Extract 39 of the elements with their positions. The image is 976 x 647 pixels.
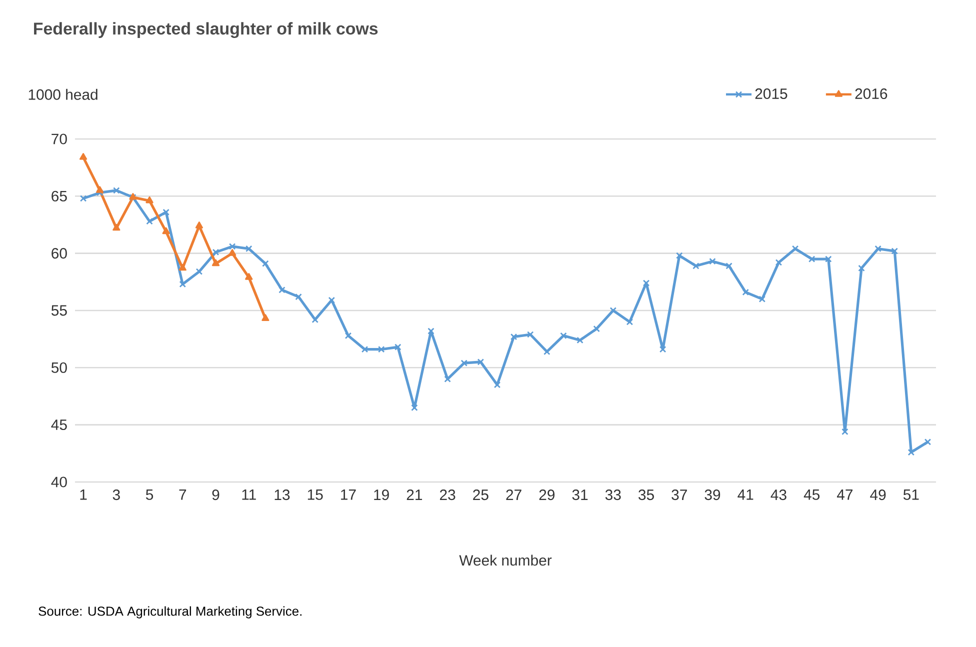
x-tick-label: 39 xyxy=(704,490,720,500)
x-tick-label: 49 xyxy=(870,490,886,500)
y-tick-label: 55 xyxy=(51,305,67,316)
y-tick-label: 65 xyxy=(52,190,67,202)
x-tick-label: 31 xyxy=(572,490,588,500)
x-axis-title: Week number xyxy=(459,554,552,566)
x-tick-label: 33 xyxy=(605,490,621,500)
x-tick-label: 51 xyxy=(903,490,919,500)
x-tick-label: 41 xyxy=(738,490,754,500)
x-tick-label: 43 xyxy=(770,490,786,500)
x-tick-label: 13 xyxy=(274,490,290,500)
y-tick-label: 40 xyxy=(51,476,67,488)
y-tick-label: 60 xyxy=(52,248,67,259)
x-tick-label: 25 xyxy=(473,490,488,500)
x-tick-label: 17 xyxy=(341,490,356,500)
x-tick-label: 37 xyxy=(672,490,687,500)
legend-label: 2016 xyxy=(855,88,888,100)
legend-label: 2015 xyxy=(755,88,788,100)
x-tick-label: 19 xyxy=(374,490,389,500)
y-tick-label: 45 xyxy=(51,420,67,430)
x-tick-label: 7 xyxy=(179,490,186,500)
y-axis-title: 1000 head xyxy=(28,88,98,100)
x-tick-label: 45 xyxy=(804,490,820,500)
y-tick-label: 70 xyxy=(52,134,67,144)
x-tick-label: 21 xyxy=(406,490,422,500)
x-tick-label: 15 xyxy=(308,490,323,500)
x-tick-label: 47 xyxy=(836,490,852,500)
x-tick-label: 9 xyxy=(212,490,220,500)
x-tick-label: 1 xyxy=(80,490,87,500)
x-tick-label: 23 xyxy=(440,490,456,500)
x-tick-label: 27 xyxy=(506,490,522,500)
x-tick-label: 29 xyxy=(539,490,554,500)
y-tick-label: 50 xyxy=(51,362,67,373)
source-note: Source: USDA Agricultural Marketing Service. xyxy=(38,606,302,618)
chart-title: Federally inspected slaughter of milk cows xyxy=(34,22,378,38)
x-tick-label: 35 xyxy=(638,490,654,500)
x-tick-label: 3 xyxy=(112,490,120,500)
x-tick-label: 5 xyxy=(146,490,154,500)
x-tick-label: 11 xyxy=(242,490,256,500)
